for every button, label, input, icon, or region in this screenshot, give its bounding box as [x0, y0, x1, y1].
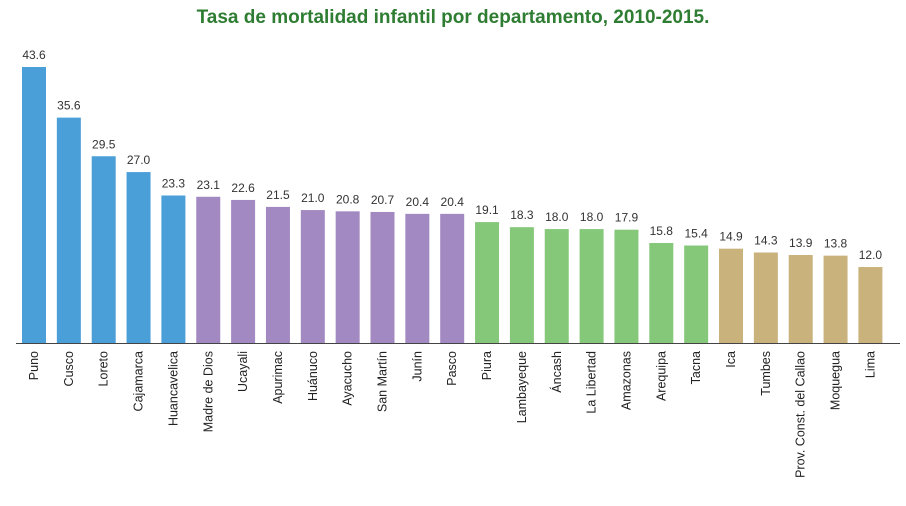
value-label-10: 20.7 — [371, 193, 395, 207]
bar-13 — [475, 222, 500, 343]
x-tick-label-20: Ica — [724, 351, 738, 368]
value-label-5: 23.1 — [197, 178, 221, 192]
value-label-19: 15.4 — [684, 227, 708, 241]
bar-7 — [265, 206, 290, 343]
bar-3 — [126, 172, 151, 343]
x-tick-label-24: Lima — [863, 351, 877, 378]
bar-5 — [196, 196, 221, 343]
x-tick-label-22: Prov. Const. del Callao — [794, 351, 808, 478]
bar-23 — [823, 255, 848, 343]
bar-1 — [56, 117, 81, 343]
x-tick-label-16: La Libertad — [585, 351, 599, 414]
value-label-21: 14.3 — [754, 233, 778, 247]
bar-12 — [440, 213, 465, 343]
bar-15 — [544, 229, 569, 343]
value-label-3: 27.0 — [127, 153, 151, 167]
x-tick-label-13: Piura — [480, 351, 494, 380]
value-label-8: 21.0 — [301, 191, 325, 205]
x-tick-label-4: Huancavelica — [166, 351, 180, 426]
x-tick-label-0: Puno — [27, 351, 41, 380]
bar-2 — [91, 156, 116, 343]
x-tick-label-1: Cusco — [62, 351, 76, 386]
x-tick-label-15: Áncash — [549, 351, 564, 393]
value-label-22: 13.9 — [789, 236, 813, 250]
value-label-17: 17.9 — [615, 211, 639, 225]
x-tick-label-11: Junín — [410, 351, 424, 382]
bar-8 — [300, 210, 325, 343]
x-tick-label-17: Amazonas — [619, 351, 633, 410]
bar-9 — [335, 211, 360, 343]
x-tick-label-23: Moquegua — [829, 351, 843, 410]
bar-14 — [509, 227, 534, 343]
x-tick-labels-group: Puno Cusco Loreto Cajamarca Huancavelica Madr… — [27, 351, 877, 478]
value-label-24: 12.0 — [859, 248, 883, 262]
bar-22 — [788, 255, 813, 343]
value-label-12: 20.4 — [441, 195, 465, 209]
x-tick-label-21: Tumbes — [759, 351, 773, 396]
value-label-16: 18.0 — [580, 210, 604, 224]
bar-6 — [231, 199, 256, 343]
x-tick-label-3: Cajamarca — [132, 351, 146, 411]
chart-title: Tasa de mortalidad infantil por departam… — [197, 7, 710, 28]
x-tick-label-2: Loreto — [97, 351, 111, 386]
x-tick-label-19: Tacna — [689, 351, 703, 384]
value-label-13: 19.1 — [475, 203, 499, 217]
value-label-23: 13.8 — [824, 237, 848, 251]
bar-11 — [405, 213, 430, 343]
x-tick-label-5: Madre de Dios — [201, 351, 215, 432]
value-label-14: 18.3 — [510, 208, 534, 222]
bar-16 — [579, 229, 604, 343]
value-label-9: 20.8 — [336, 192, 360, 206]
value-label-1: 35.6 — [57, 99, 81, 113]
x-tick-label-10: San Martín — [376, 351, 390, 412]
value-label-4: 23.3 — [162, 177, 186, 191]
bar-0 — [22, 67, 46, 343]
x-tick-label-6: Ucayali — [236, 351, 250, 392]
bar-17 — [614, 229, 639, 343]
value-label-15: 18.0 — [545, 210, 569, 224]
value-label-7: 21.5 — [266, 188, 290, 202]
x-tick-label-18: Arequipa — [654, 351, 668, 401]
bar-19 — [684, 245, 709, 343]
value-label-11: 20.4 — [406, 195, 430, 209]
bar-4 — [161, 195, 186, 343]
x-tick-label-8: Huánuco — [306, 351, 320, 401]
x-tick-label-12: Pasco — [445, 351, 459, 386]
value-label-18: 15.8 — [650, 224, 674, 238]
value-label-2: 29.5 — [92, 137, 116, 151]
x-tick-label-9: Ayacucho — [341, 351, 355, 406]
x-tick-label-14: Lambayeque — [515, 351, 529, 423]
value-labels-group: 43.6 35.6 29.5 27.0 23.3 23.1 22.6 21.5 21.0 20.8… — [22, 48, 882, 262]
bar-21 — [753, 252, 778, 343]
value-label-6: 22.6 — [231, 181, 255, 195]
bar-20 — [719, 248, 743, 343]
bar-10 — [370, 211, 395, 343]
x-tick-label-7: Apurimac — [271, 351, 285, 404]
value-label-0: 43.6 — [22, 48, 46, 62]
bar-18 — [649, 242, 674, 343]
value-label-20: 14.9 — [719, 230, 743, 244]
bar-24 — [858, 267, 883, 343]
bars-group — [22, 67, 883, 343]
